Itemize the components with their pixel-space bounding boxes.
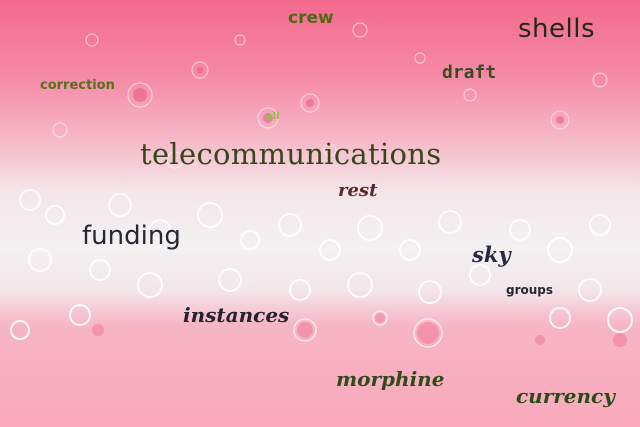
word-draft: draft: [442, 62, 497, 83]
word-crew: crew: [288, 8, 334, 28]
word-shells: shells: [518, 14, 596, 44]
word-instances: instances: [183, 303, 290, 327]
word-sky: sky: [472, 242, 511, 267]
word-all: all: [266, 111, 280, 122]
word-rest: rest: [338, 180, 378, 201]
word-correction: correction: [40, 78, 115, 93]
word-groups: groups: [506, 283, 554, 297]
word-currency: currency: [516, 384, 615, 408]
word-funding: funding: [82, 221, 181, 251]
word-morphine: morphine: [336, 367, 445, 391]
word-telecommunications: telecommunications: [140, 137, 442, 171]
